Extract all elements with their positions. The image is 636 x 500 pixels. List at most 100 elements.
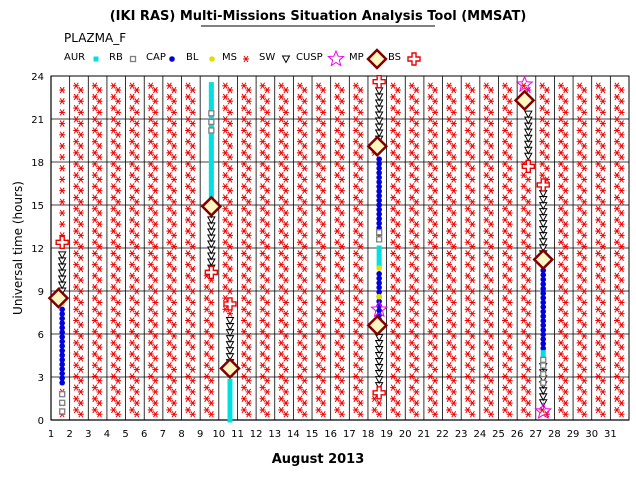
ms-point — [432, 209, 439, 217]
ms-point-stroke — [432, 366, 438, 373]
ms-point-stroke — [115, 142, 121, 150]
legend-label-rb: RB — [109, 52, 123, 63]
ms-point — [282, 165, 289, 172]
ms-point-stroke — [227, 120, 233, 127]
ms-point-stroke — [152, 109, 158, 116]
ms-point-stroke — [302, 299, 307, 306]
ms-point — [338, 232, 345, 239]
ms-point-stroke — [451, 366, 457, 373]
ms-point-stroke — [432, 276, 438, 284]
ms-point — [394, 142, 401, 150]
ms-point-stroke — [246, 410, 252, 418]
ms-point-stroke — [97, 176, 102, 183]
ms-point-stroke — [395, 265, 401, 273]
ms-point-stroke — [190, 220, 196, 228]
ms-point-stroke — [302, 276, 307, 284]
ms-point — [189, 86, 196, 94]
ms-point-stroke — [171, 355, 177, 362]
ms-point — [115, 399, 122, 407]
ms-point-stroke — [115, 377, 121, 385]
ms-point-stroke — [264, 142, 270, 150]
ms-point — [320, 299, 327, 306]
ms-point-stroke — [190, 299, 196, 306]
ms-point — [301, 243, 308, 250]
ms-point-stroke — [302, 243, 307, 250]
ms-point-stroke — [283, 153, 289, 161]
ms-point — [245, 131, 252, 139]
ms-point — [245, 254, 252, 262]
ms-point — [469, 165, 476, 172]
ms-point-stroke — [78, 388, 84, 396]
ms-point — [320, 310, 327, 317]
legend-label-cusp: CUSP — [296, 52, 323, 63]
ms-point-stroke — [320, 153, 326, 161]
ms-point-stroke — [302, 220, 307, 228]
ms-point — [282, 198, 289, 206]
ms-point-stroke — [339, 276, 345, 284]
ms-point — [320, 220, 327, 228]
ms-point — [189, 276, 196, 284]
ms-point-stroke — [78, 220, 84, 228]
ms-point-stroke — [339, 120, 345, 127]
ms-point-stroke — [358, 254, 363, 262]
ms-point — [152, 332, 159, 340]
ms-point — [450, 377, 457, 385]
ms-point-stroke — [320, 254, 326, 262]
ms-point-stroke — [320, 131, 326, 139]
ms-point-stroke — [302, 142, 307, 150]
ms-point — [469, 366, 476, 373]
ms-point — [320, 153, 327, 161]
ms-point — [320, 165, 327, 172]
ms-point-stroke — [152, 232, 158, 239]
ms-point — [245, 410, 252, 418]
ms-point-stroke — [283, 109, 289, 116]
ms-point-stroke — [97, 86, 102, 94]
ms-point-stroke — [339, 310, 345, 317]
ms-point — [338, 321, 345, 329]
ms-point-stroke — [246, 97, 252, 105]
ms-point — [189, 153, 196, 161]
ms-point — [189, 265, 196, 273]
ms-point — [301, 377, 308, 385]
ms-point — [189, 97, 196, 105]
ms-point-stroke — [171, 232, 177, 239]
ms-point-stroke — [283, 86, 289, 94]
ms-point-stroke — [190, 198, 196, 206]
ms-point — [432, 120, 439, 127]
ms-point — [77, 109, 84, 116]
ms-point-stroke — [302, 265, 307, 273]
ms-point — [133, 288, 140, 295]
ms-point — [96, 109, 103, 116]
ms-point-stroke — [414, 399, 419, 407]
ms-point-stroke — [432, 388, 438, 396]
ms-point — [96, 399, 103, 407]
ms-point — [245, 355, 252, 362]
ms-point-stroke — [339, 142, 345, 150]
ms-point — [394, 176, 401, 183]
ms-point-stroke — [283, 120, 289, 127]
ms-point — [432, 86, 439, 94]
ms-point-stroke — [358, 142, 363, 150]
ms-point-stroke — [432, 410, 438, 418]
ms-point — [413, 332, 420, 340]
ms-point — [77, 232, 84, 239]
ms-point-stroke — [152, 254, 158, 262]
ms-point-stroke — [78, 153, 84, 161]
ms-point-stroke — [115, 209, 121, 217]
ms-point — [77, 377, 84, 385]
ms-point-stroke — [395, 310, 401, 317]
ms-point — [394, 97, 401, 105]
legend-marker-ex — [407, 52, 421, 66]
ms-point-stroke — [320, 232, 326, 239]
ms-point — [282, 109, 289, 116]
legend-marker-cap — [169, 56, 175, 62]
ms-point — [189, 187, 196, 194]
ms-point-stroke — [283, 310, 289, 317]
ms-point-stroke — [78, 198, 84, 206]
plot-area — [50, 75, 630, 421]
ms-point-stroke — [152, 310, 158, 317]
ms-point — [264, 276, 271, 284]
ms-point-stroke — [339, 366, 345, 373]
ms-point — [115, 366, 122, 373]
ms-point — [432, 131, 439, 139]
